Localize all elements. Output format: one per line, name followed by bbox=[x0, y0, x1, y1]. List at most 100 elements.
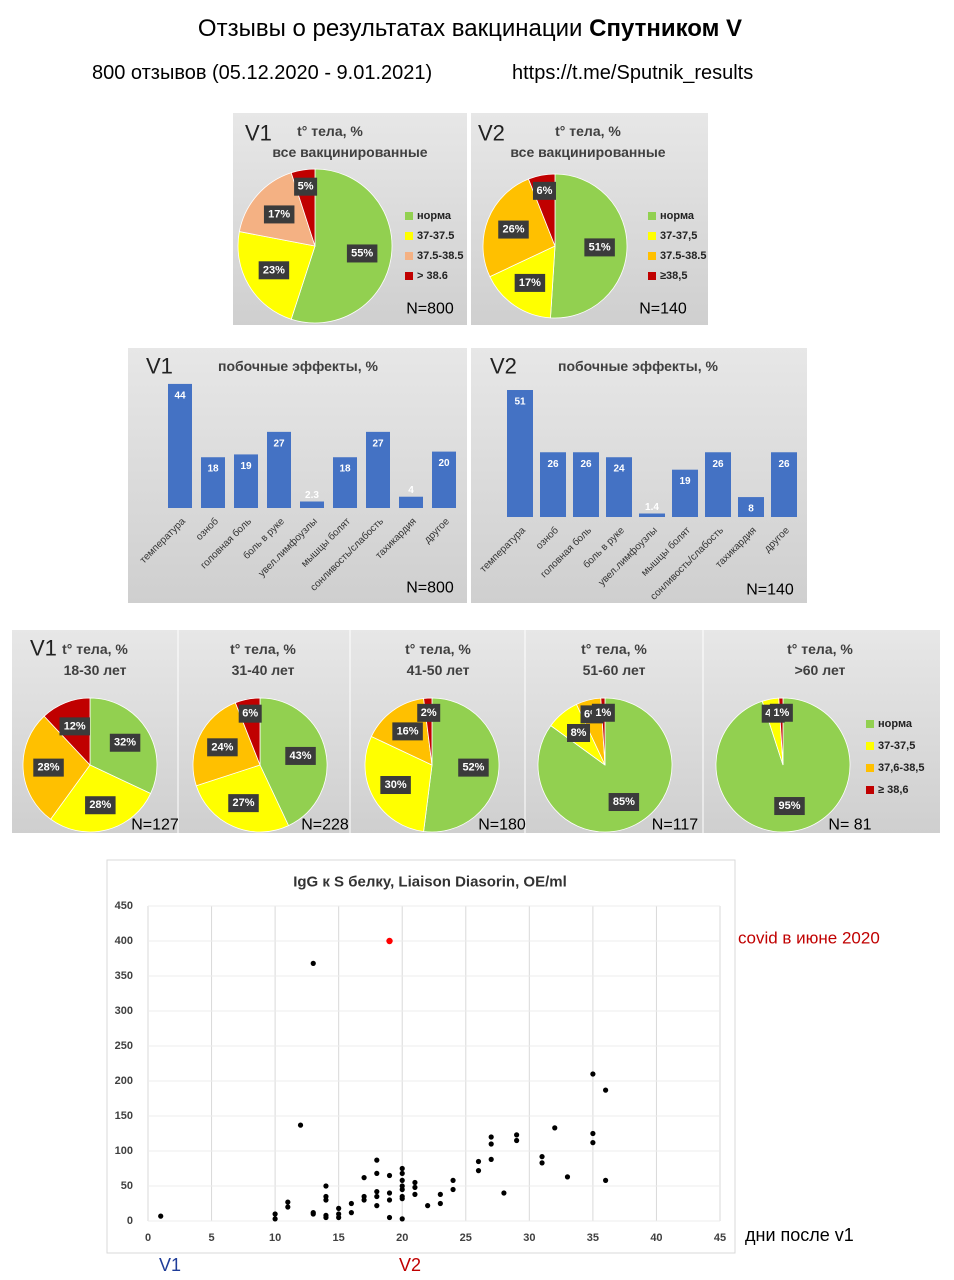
chart-subtitle: 41-50 лет bbox=[407, 662, 470, 678]
bar bbox=[267, 431, 291, 508]
bar bbox=[606, 457, 632, 517]
label-box bbox=[774, 797, 805, 816]
chart-subtitle: 31-40 лет bbox=[232, 662, 295, 678]
scatter-point bbox=[361, 1175, 367, 1181]
legend-swatch bbox=[648, 252, 656, 260]
data-label: 95% bbox=[778, 800, 800, 812]
chart-subtitle: все вакцинированные bbox=[510, 144, 665, 160]
bar bbox=[234, 454, 258, 508]
data-label: 8 bbox=[748, 504, 754, 515]
sample-size: N=800 bbox=[406, 580, 454, 597]
subtitle: 800 отзывов (05.12.2020 - 9.01.2021) bbox=[92, 62, 432, 84]
scatter-point bbox=[590, 1071, 596, 1077]
title-bold: Спутником V bbox=[589, 15, 742, 42]
data-label: 5% bbox=[298, 181, 314, 193]
scatter-point bbox=[336, 1214, 342, 1221]
data-label: 12% bbox=[64, 720, 86, 732]
data-label: 55% bbox=[351, 247, 373, 259]
scatter-point bbox=[297, 1122, 304, 1128]
data-label: 28% bbox=[89, 799, 111, 811]
legend-label: 37.5-38.5 bbox=[417, 250, 463, 262]
data-label: 1% bbox=[595, 707, 611, 719]
chart-title: побочные эффекты, % bbox=[558, 358, 719, 374]
annotation: V1 bbox=[159, 1255, 181, 1275]
scatter-point bbox=[336, 1205, 342, 1211]
data-label: 27% bbox=[232, 797, 254, 809]
legend-label: 37.5-38.5 bbox=[660, 250, 706, 262]
scatter-point bbox=[399, 1177, 405, 1183]
legend-label: 37,6-38,5 bbox=[878, 762, 924, 774]
data-label: 26 bbox=[712, 459, 724, 470]
scatter-point bbox=[425, 1203, 431, 1209]
data-label: 17% bbox=[268, 208, 290, 220]
data-label: 44 bbox=[174, 390, 186, 401]
data-label: 85% bbox=[613, 796, 635, 808]
x-tick-label: 5 bbox=[208, 1232, 214, 1244]
y-tick-label: 200 bbox=[115, 1075, 133, 1087]
scatter-point bbox=[399, 1216, 405, 1222]
bar bbox=[201, 457, 225, 508]
scatter-point bbox=[488, 1134, 494, 1140]
scatter-point bbox=[374, 1170, 380, 1176]
scatter-point bbox=[564, 1174, 571, 1180]
scatter-point bbox=[323, 1183, 329, 1189]
legend-swatch bbox=[866, 720, 874, 728]
scatter-point bbox=[552, 1125, 558, 1131]
y-tick-label: 300 bbox=[115, 1005, 133, 1017]
legend-label: > 38.6 bbox=[417, 270, 448, 282]
label-box bbox=[498, 220, 529, 239]
label-box bbox=[417, 703, 441, 722]
panel-label: V1 bbox=[146, 354, 173, 379]
bar bbox=[399, 496, 423, 508]
chart-subtitle: все вакцинированные bbox=[272, 144, 427, 160]
scatter-point bbox=[386, 1197, 393, 1203]
pie-slice bbox=[290, 168, 393, 324]
scatter-point bbox=[488, 1156, 494, 1162]
chart-subtitle: >60 лет bbox=[795, 662, 846, 678]
scatter-point bbox=[374, 1189, 380, 1195]
scatter-point bbox=[539, 1160, 545, 1166]
sample-size: N=140 bbox=[639, 301, 687, 318]
data-label: 16% bbox=[397, 725, 419, 737]
chart-title: t° тела, % bbox=[581, 641, 647, 657]
bar bbox=[771, 452, 797, 517]
x-tick-label: 10 bbox=[269, 1232, 281, 1244]
legend-swatch bbox=[648, 272, 656, 280]
data-label: 1.4 bbox=[645, 502, 659, 513]
legend-swatch bbox=[405, 252, 413, 260]
bar bbox=[738, 497, 764, 517]
chart-title: t° тела, % bbox=[62, 641, 128, 657]
legend-swatch bbox=[648, 212, 656, 220]
scatter-point bbox=[590, 1130, 596, 1137]
scatter-point bbox=[285, 1199, 291, 1205]
link[interactable]: https://t.me/Sputnik_results bbox=[512, 62, 753, 84]
bar bbox=[333, 457, 357, 508]
x-tick-label: 15 bbox=[333, 1232, 345, 1244]
point-annotation: covid в июне 2020 bbox=[738, 929, 880, 948]
legend-label: ≥ 38,6 bbox=[878, 784, 909, 796]
label-box bbox=[567, 723, 591, 742]
scatter-point bbox=[412, 1179, 418, 1186]
y-tick-label: 250 bbox=[115, 1040, 133, 1052]
y-tick-label: 400 bbox=[115, 935, 133, 947]
x-tick-label: 20 bbox=[396, 1232, 408, 1244]
scatter-point bbox=[374, 1203, 380, 1209]
bar bbox=[672, 469, 698, 517]
data-label: 8% bbox=[571, 727, 587, 739]
label-box bbox=[285, 746, 316, 765]
page-title: Отзывы о результатах вакцинации Спутнико… bbox=[198, 15, 742, 42]
scatter-point bbox=[437, 1200, 443, 1207]
data-label: 32% bbox=[114, 737, 136, 749]
data-label: 26 bbox=[547, 459, 559, 470]
scatter-point bbox=[399, 1186, 405, 1193]
legend-label: 37-37,5 bbox=[878, 740, 915, 752]
scatter-point bbox=[348, 1200, 354, 1207]
scatter-point bbox=[590, 1140, 596, 1146]
chart-title: IgG к S белку, Liaison Diasorin, OE/ml bbox=[293, 874, 567, 891]
scatter-point bbox=[514, 1137, 520, 1144]
scatter-point bbox=[386, 1214, 393, 1221]
title-text: Отзывы о результатах вакцинации bbox=[198, 15, 589, 42]
panel-label: V2 bbox=[478, 121, 505, 146]
